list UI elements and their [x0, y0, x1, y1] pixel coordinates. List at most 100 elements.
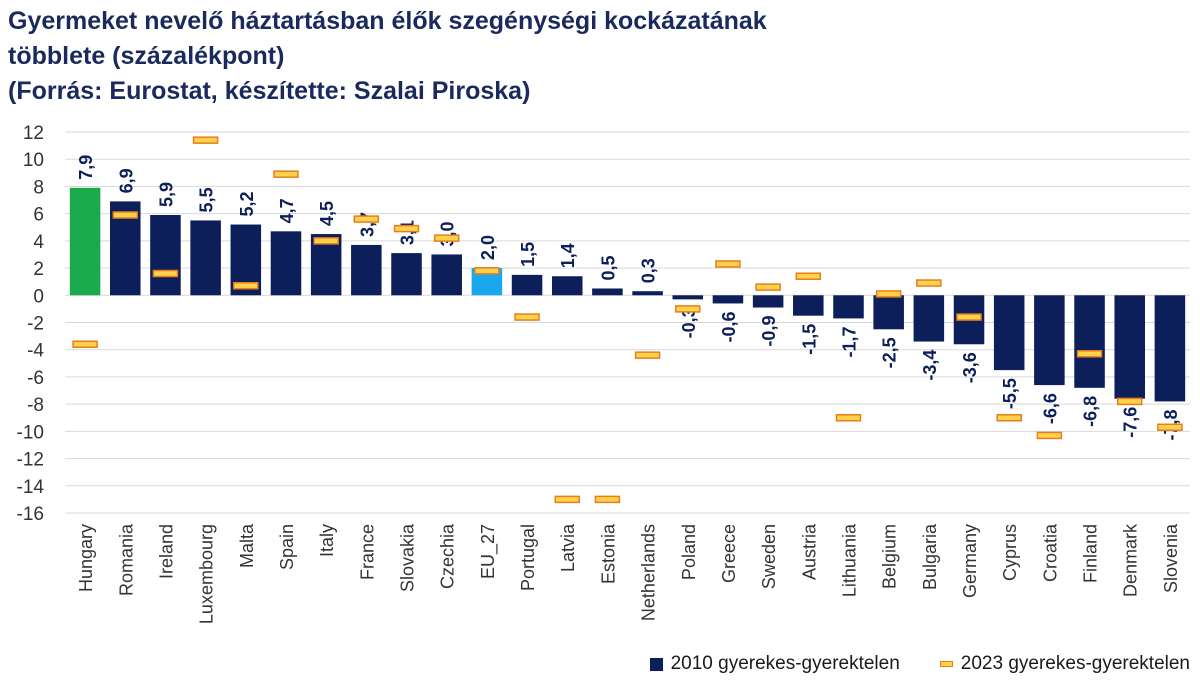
legend-label-2023: 2023 gyerekes-gyerektelen: [960, 653, 1190, 674]
y-tick-label: -16: [17, 504, 44, 525]
category-label: Malta: [237, 523, 257, 568]
marker-2023: [675, 305, 701, 313]
category-label: Netherlands: [639, 524, 659, 621]
y-tick-label: 10: [23, 150, 44, 171]
category-label: Poland: [679, 524, 699, 580]
marker-2023: [1036, 431, 1063, 440]
bar-2010: [270, 231, 302, 296]
bar-2010: [793, 295, 824, 316]
data-label-2010: -2,5: [880, 337, 900, 368]
bar-2010: [913, 295, 945, 342]
marker-2023: [433, 234, 460, 242]
marker-2023: [313, 237, 339, 245]
bar-2010: [833, 295, 864, 319]
y-tick-label: 8: [33, 177, 44, 198]
marker-2023: [353, 215, 380, 223]
category-label: Latvia: [558, 523, 578, 572]
data-label-2010: 7,9: [76, 155, 96, 180]
category-label: Luxembourg: [197, 524, 217, 624]
category-label: Ireland: [156, 524, 176, 579]
title-line-1: Gyermeket nevelő háztartásban élők szegé…: [8, 7, 767, 35]
marker-2023: [875, 290, 902, 298]
y-tick-label: -2: [27, 314, 44, 335]
data-label-2010: 3,1: [398, 220, 418, 245]
y-tick-label: -8: [27, 395, 44, 416]
y-tick-label: -14: [17, 477, 45, 498]
category-label: Spain: [277, 524, 297, 570]
category-label: Cyprus: [1000, 524, 1020, 581]
marker-2023: [233, 282, 259, 290]
marker-2023: [1157, 423, 1183, 432]
bar-2010: [592, 288, 623, 296]
data-label-2010: 3,0: [438, 221, 458, 246]
legend-item-2023: 2023 gyerekes-gyerektelen: [939, 653, 1190, 675]
data-label-2010: 1,5: [518, 242, 538, 267]
data-label-2010: -0,9: [759, 316, 779, 347]
marker-2023: [795, 272, 822, 280]
bar-2010: [551, 276, 583, 296]
data-label-2010: -3,4: [920, 350, 940, 381]
category-label: Austria: [799, 523, 819, 580]
data-label-2010: -0,3: [679, 307, 699, 338]
bar-2010: [391, 253, 422, 296]
bar-2010: [150, 215, 181, 296]
marker-2023: [393, 224, 420, 233]
legend-item-2010: 2010 gyerekes-gyerektelen: [649, 653, 900, 675]
category-label: Greece: [719, 524, 739, 583]
marker-2023: [916, 279, 942, 287]
category-label: Estonia: [598, 523, 618, 584]
bar-2010: [1114, 295, 1145, 399]
bar-2010: [431, 254, 462, 296]
marker-2023: [273, 170, 299, 178]
data-label-2010: -7,6: [1121, 407, 1141, 438]
bar-2010: [632, 291, 663, 296]
y-tick-label: -12: [17, 450, 44, 471]
marker-2023: [755, 283, 781, 291]
chart-title: Gyermeket nevelő háztartásban élők szegé…: [8, 4, 1188, 109]
bar-chart: 12 10 8 6 4 2 0 -2 -4 -6 -8 -10 -12 -14 -16 7,9 Hungary 6…: [17, 123, 1190, 624]
y-tick-label: -10: [17, 422, 44, 443]
bar-2010: [993, 295, 1025, 371]
data-label-2010: 0,5: [598, 255, 618, 280]
marker-2023: [634, 351, 661, 359]
bar-2010: [1034, 295, 1065, 386]
marker-2023: [112, 211, 139, 219]
bar-2010: [511, 274, 543, 296]
marker-2023: [1076, 350, 1103, 358]
category-label: Croatia: [1040, 523, 1060, 582]
data-label-2010: 6,9: [116, 168, 136, 193]
data-label-2010: 5,5: [197, 187, 217, 212]
marker-2023: [152, 269, 179, 278]
data-label-2010: 1,4: [558, 243, 578, 268]
data-label-2010: -6,6: [1040, 393, 1060, 424]
category-label: Czechia: [438, 523, 458, 589]
category-label: Germany: [960, 524, 980, 598]
data-label-2010: -1,5: [799, 324, 819, 355]
marker-2023: [1116, 397, 1143, 406]
marker-2023: [72, 340, 98, 349]
category-label: EU_27: [478, 524, 499, 579]
marker-2023: [554, 495, 580, 504]
y-tick-label: 2: [33, 259, 44, 280]
title-line-2: többlete (százalékpont): [8, 42, 285, 70]
legend: 2010 gyerekes-gyerektelen 2023 gyerekes-…: [649, 652, 1190, 676]
data-label-2010: -0,6: [719, 311, 739, 342]
category-label: Finland: [1081, 524, 1101, 583]
category-label: Lithuania: [839, 523, 859, 597]
y-tick-label: -6: [27, 368, 44, 389]
data-label-2010: 4,5: [317, 201, 337, 226]
category-label: Bulgaria: [920, 523, 940, 590]
marker-2023: [715, 260, 741, 268]
data-label-2010: 5,9: [156, 182, 176, 207]
y-tick-label: -4: [27, 341, 44, 362]
y-tick-label: 6: [33, 205, 44, 226]
bar-2010: [752, 295, 784, 308]
category-label: Romania: [116, 523, 136, 596]
y-tick-label: 12: [23, 123, 44, 144]
marker-2023: [594, 495, 621, 504]
legend-swatch-2010: [649, 657, 663, 671]
category-label: Slovakia: [398, 523, 418, 592]
bar-2010: [712, 295, 744, 304]
data-label-2010: -6,8: [1081, 396, 1101, 427]
category-label: France: [357, 524, 377, 580]
